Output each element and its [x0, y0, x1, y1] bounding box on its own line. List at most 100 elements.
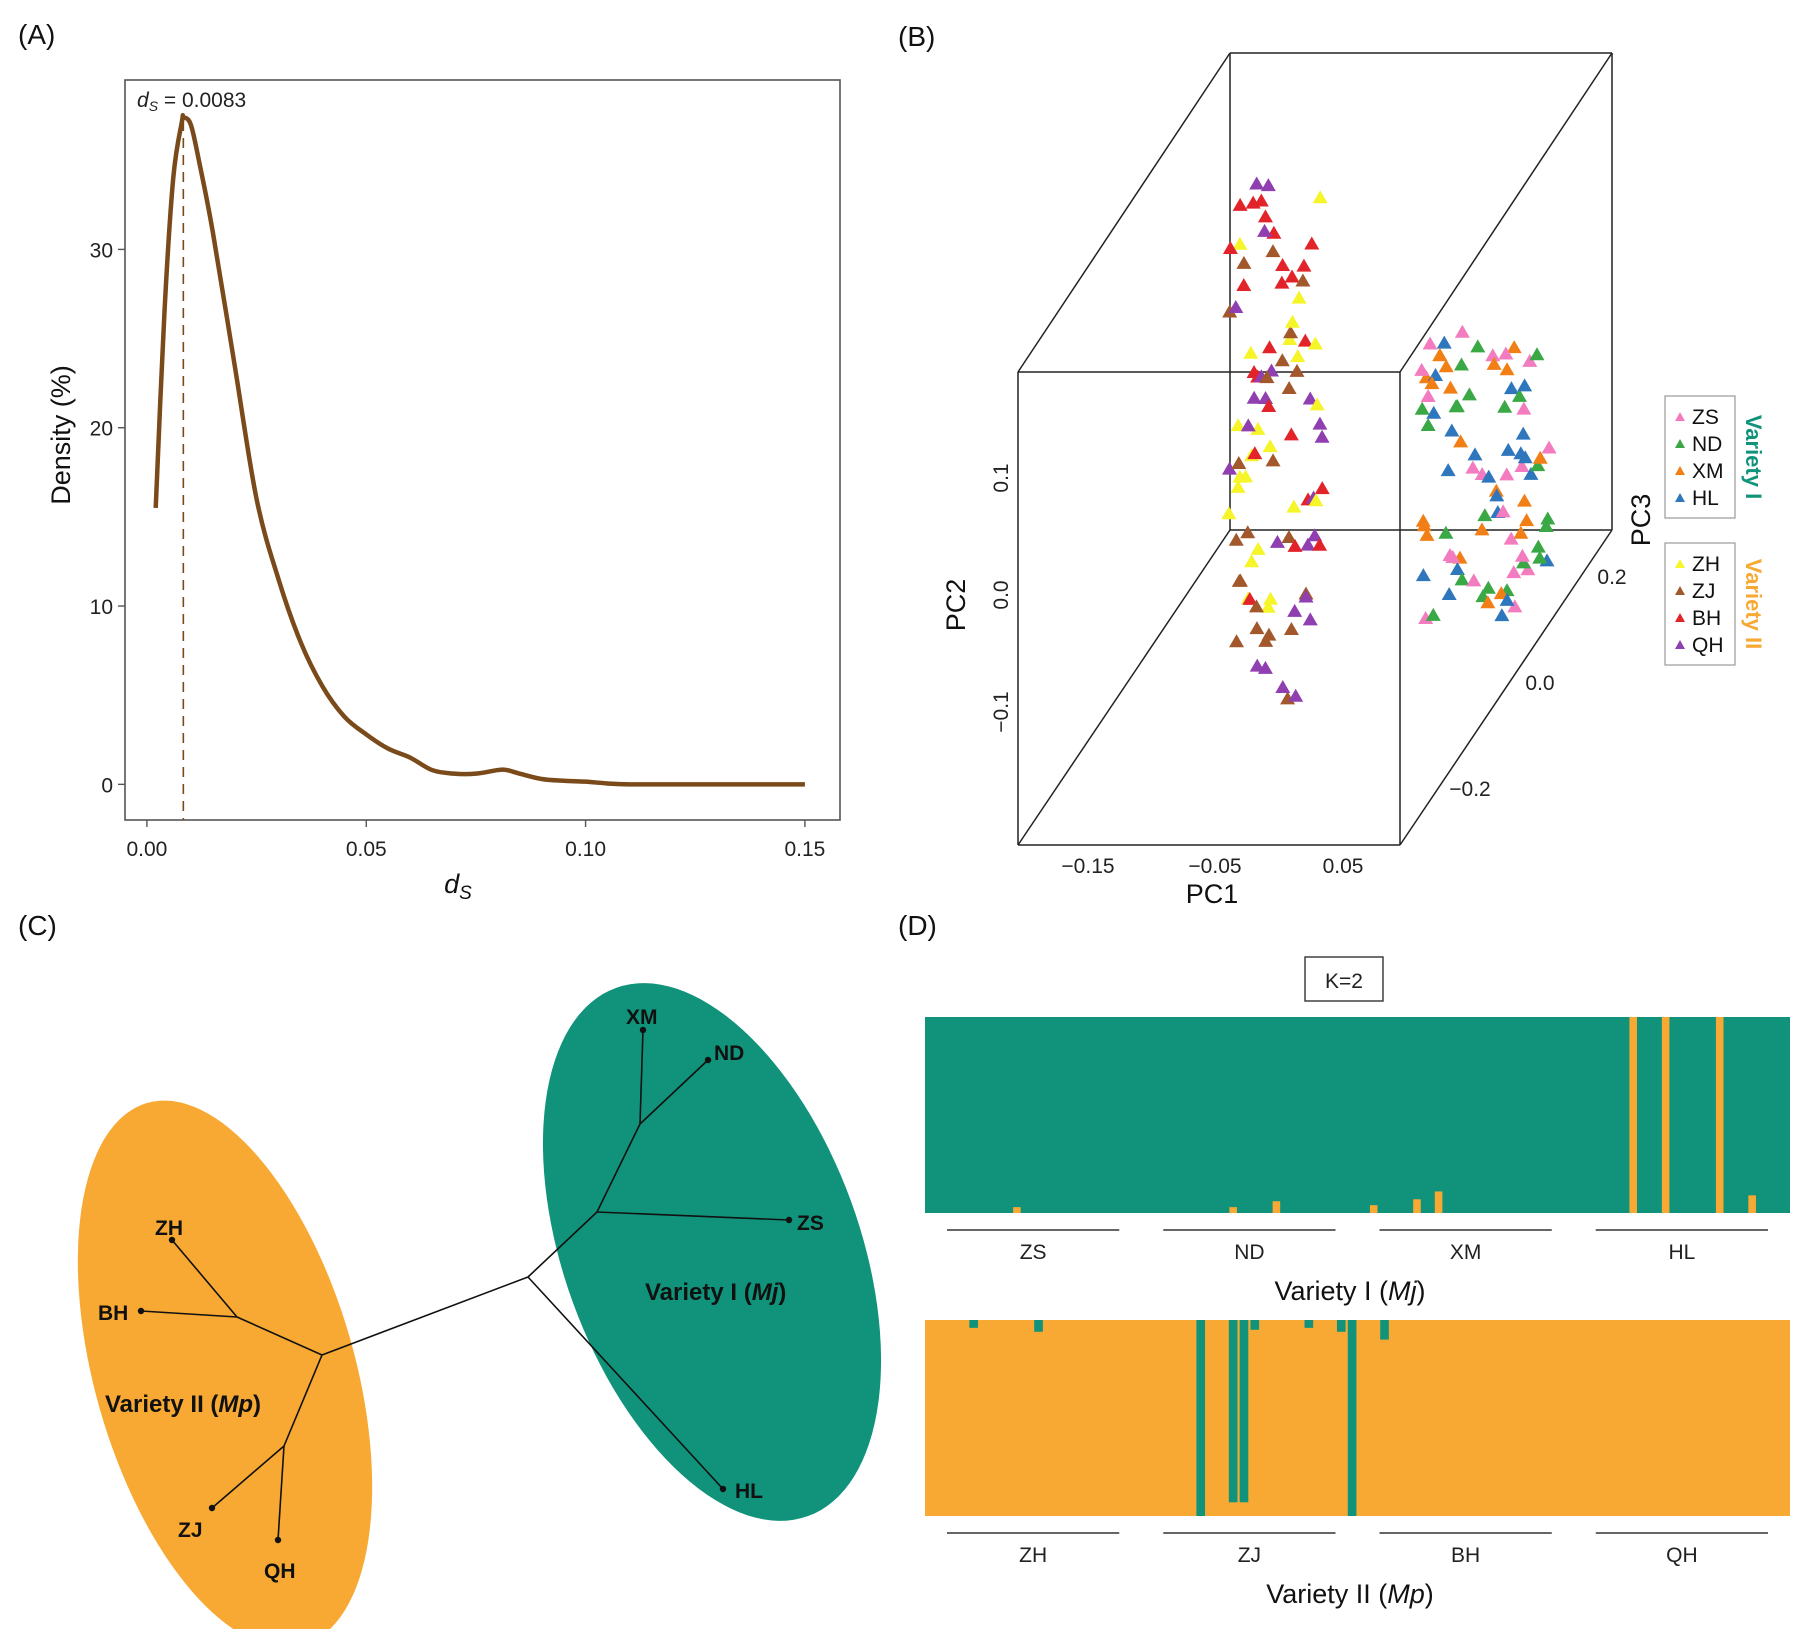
pca-point: [1232, 469, 1248, 483]
pca-point: [1284, 314, 1300, 328]
legend-box-variety1: [1664, 395, 1736, 519]
pca-point: [1424, 376, 1440, 390]
structure-background: [925, 1017, 1790, 1213]
pca-point: [1247, 446, 1263, 460]
pca-point: [1532, 450, 1548, 464]
legend-marker: [1675, 493, 1685, 502]
pca-point: [1257, 209, 1273, 223]
pca-point: [1262, 340, 1278, 354]
x-axis-ticks: 0.00 0.05 0.10 0.15: [126, 820, 825, 861]
population-label: QH: [1666, 1544, 1698, 1567]
population-label: ZS: [1020, 1241, 1047, 1264]
pc1-axis-title: PC1: [1186, 879, 1239, 909]
population-label: ZJ: [1238, 1544, 1261, 1567]
pca-point: [1236, 255, 1252, 269]
pc2-tick: 0.0: [990, 580, 1013, 609]
pca-point: [1514, 548, 1530, 562]
panel-d-label: (D): [898, 910, 937, 941]
pca-point: [1519, 513, 1535, 527]
k-title-box: [1304, 956, 1384, 1002]
structure-bar: [1380, 1320, 1389, 1340]
pca-point: [1230, 479, 1246, 493]
y-tick-label: 30: [90, 239, 113, 262]
pca-point: [1283, 427, 1299, 441]
pca-point: [1461, 387, 1477, 401]
peak-annotation: dS = 0.0083: [137, 89, 246, 114]
pca-point: [1466, 573, 1482, 587]
legend-item-label: ND: [1692, 433, 1722, 456]
y-axis-ticks: 0 10 20 30: [90, 239, 125, 797]
pca-point: [1480, 595, 1496, 609]
pca-point: [1309, 397, 1325, 411]
legend-marker: [1675, 439, 1685, 448]
pca-point: [1307, 528, 1323, 542]
tree-tips: [137, 1026, 793, 1544]
pca-point: [1511, 388, 1527, 402]
pca-point: [1231, 455, 1247, 469]
x-tick-label: 0.15: [784, 838, 825, 861]
tip-zs-dot: [785, 1216, 793, 1224]
pca-point: [1441, 587, 1457, 601]
pc1-ticks: −0.15 −0.05 0.05: [1061, 855, 1363, 878]
pca-point: [1420, 389, 1436, 403]
pca-point: [1289, 363, 1305, 377]
pca-point: [1262, 439, 1278, 453]
x-tick-label: 0.10: [565, 838, 606, 861]
structure-bar: [969, 1320, 978, 1328]
pca-point: [1474, 522, 1490, 536]
pca-point: [1232, 236, 1248, 250]
structure-bar: [1748, 1195, 1756, 1213]
pca-point: [1520, 562, 1536, 576]
pca-point: [1486, 356, 1502, 370]
pc3-tick: 0.2: [1597, 566, 1626, 589]
structure-bar: [1413, 1199, 1421, 1213]
legend-marker: [1675, 466, 1685, 475]
pca-point: [1296, 258, 1312, 272]
pca-point: [1249, 658, 1265, 672]
pca-point: [1259, 370, 1275, 384]
panel-a-label: (A): [18, 19, 55, 50]
y-tick-label: 20: [90, 418, 113, 441]
pca-point: [1489, 488, 1505, 502]
pca-point: [1249, 176, 1265, 190]
pca-point: [1314, 429, 1330, 443]
pca-point: [1540, 511, 1556, 525]
pca-point: [1250, 421, 1266, 435]
structure-bars-variety1: [925, 1017, 1790, 1213]
pca-point: [1240, 418, 1256, 432]
legend-marker: [1675, 586, 1685, 595]
pca-point: [1287, 603, 1303, 617]
pca-point: [1515, 426, 1531, 440]
legend-item-label: QH: [1692, 634, 1724, 657]
tip-label-zh: ZH: [155, 1217, 183, 1240]
pca-point: [1290, 349, 1306, 363]
panel-b-label: (B): [898, 21, 935, 52]
pca-point: [1302, 391, 1318, 405]
pca-point: [1257, 223, 1273, 237]
plot-frame: [124, 79, 841, 821]
pca-point: [1438, 359, 1454, 373]
tip-label-xm: XM: [626, 1006, 658, 1029]
pca-point: [1253, 193, 1269, 207]
pca-point: [1240, 525, 1256, 539]
pca-point: [1444, 423, 1460, 437]
tree-branches: [140, 1029, 790, 1541]
variety1-label: Variety I (Mj): [1274, 1276, 1425, 1306]
population-label: BH: [1451, 1544, 1480, 1567]
y-tick-label: 0: [101, 774, 113, 797]
structure-bar: [1034, 1320, 1043, 1332]
pca-point: [1281, 380, 1297, 394]
pca-point: [1222, 240, 1238, 254]
pca-point: [1229, 634, 1245, 648]
pca-point: [1516, 493, 1532, 507]
pca-point: [1541, 440, 1557, 454]
structure-bar: [1013, 1207, 1021, 1213]
pca-point: [1286, 499, 1302, 513]
pca-point: [1283, 325, 1299, 339]
pca-point: [1244, 554, 1260, 568]
panel-d-structure: K=2 ZS ND XM HL ZH ZJ BH QH Variety I (Mj) Vari…: [925, 956, 1790, 1609]
structure-bar: [1196, 1320, 1206, 1516]
pca-point: [1481, 469, 1497, 483]
pca-point: [1507, 599, 1523, 613]
pc3-tick: 0.0: [1525, 672, 1554, 695]
